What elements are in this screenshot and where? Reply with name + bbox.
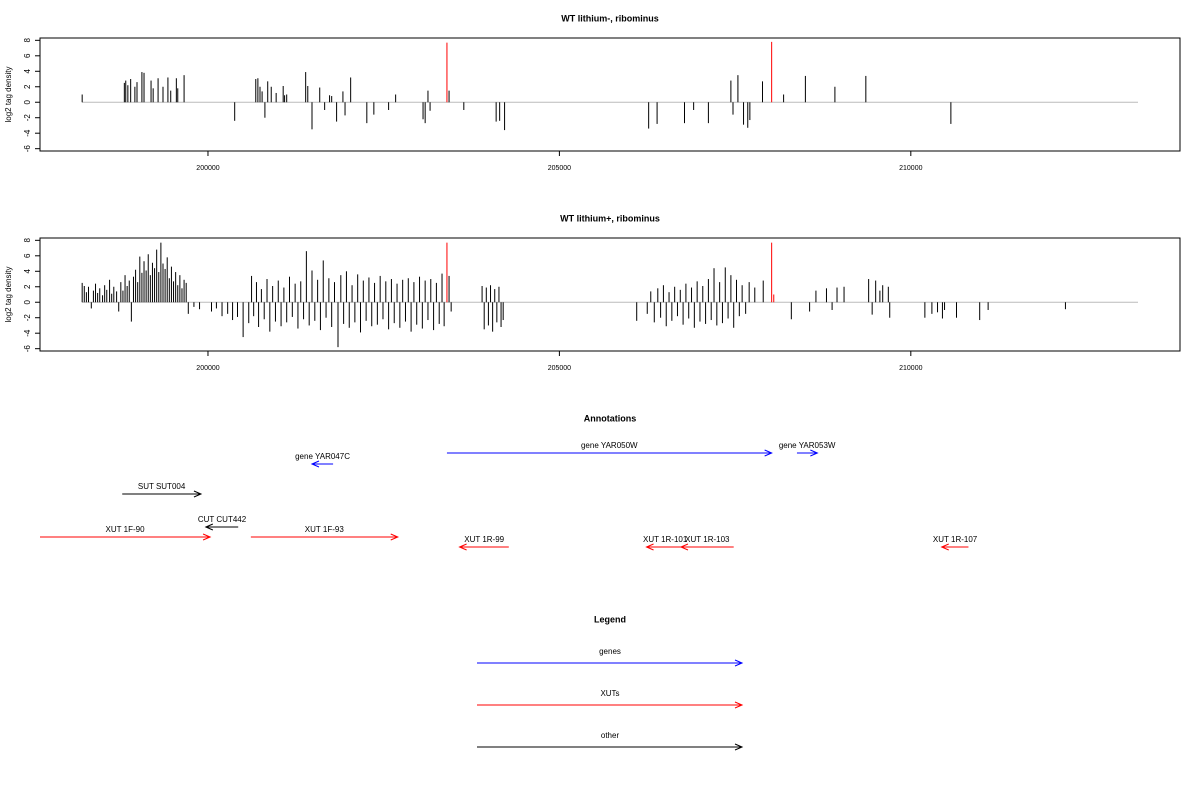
feature-label: gene YAR053W bbox=[779, 441, 836, 450]
x-tick-label: 210000 bbox=[899, 365, 922, 372]
feature-arrow-head bbox=[810, 449, 819, 457]
y-tick-label: 4 bbox=[23, 269, 32, 274]
feature-arrow-head bbox=[193, 490, 203, 498]
y-tick-label: -2 bbox=[23, 314, 32, 322]
y-tick-label: 2 bbox=[23, 284, 32, 289]
plot-frame bbox=[39, 37, 1181, 152]
feature-arrow-head bbox=[202, 533, 212, 541]
y-tick-label: 4 bbox=[23, 69, 32, 74]
legend-arrow-head bbox=[734, 743, 744, 751]
x-tick-label: 205000 bbox=[548, 165, 571, 172]
feature-label: XUT 1R-103 bbox=[685, 535, 730, 544]
legend-arrow-head bbox=[734, 659, 744, 667]
feature-label: XUT 1R-101 bbox=[643, 535, 688, 544]
panel-title: WT lithium-, ribominus bbox=[561, 13, 659, 23]
y-tick-label: -2 bbox=[23, 114, 32, 122]
x-tick-label: 200000 bbox=[196, 165, 219, 172]
legend-title: Legend bbox=[594, 614, 626, 624]
feature-label: XUT 1R-99 bbox=[464, 535, 504, 544]
plot-frame bbox=[39, 237, 1181, 352]
annotations-title: Annotations bbox=[584, 413, 637, 423]
y-tick-label: 8 bbox=[23, 38, 32, 43]
feature-arrow-head bbox=[390, 533, 400, 541]
feature-label: CUT CUT442 bbox=[198, 515, 247, 524]
x-tick-label: 200000 bbox=[196, 365, 219, 372]
x-tick-label: 205000 bbox=[548, 365, 571, 372]
y-tick-label: 6 bbox=[23, 253, 32, 258]
legend-label: XUTs bbox=[600, 689, 619, 698]
feature-label: XUT 1F-90 bbox=[106, 525, 146, 534]
feature-label: XUT 1R-107 bbox=[933, 535, 978, 544]
y-tick-label: 6 bbox=[23, 53, 32, 58]
feature-arrow-head bbox=[458, 543, 467, 551]
feature-label: SUT SUT004 bbox=[138, 482, 186, 491]
feature-arrow-head bbox=[204, 523, 214, 531]
y-axis-label: log2 tag density bbox=[4, 266, 13, 322]
panel-title: WT lithium+, ribominus bbox=[560, 213, 660, 223]
feature-arrow-head bbox=[645, 543, 654, 551]
legend-label: genes bbox=[599, 647, 621, 656]
y-tick-label: 0 bbox=[23, 299, 32, 304]
feature-label: XUT 1F-93 bbox=[305, 525, 345, 534]
y-tick-label: -4 bbox=[23, 329, 32, 337]
feature-arrow-head bbox=[940, 543, 949, 551]
legend-label: other bbox=[601, 731, 620, 740]
y-tick-label: -6 bbox=[23, 345, 32, 353]
y-tick-label: -4 bbox=[23, 129, 32, 137]
y-tick-label: 0 bbox=[23, 99, 32, 104]
legend-arrow-head bbox=[734, 701, 744, 709]
y-tick-label: 2 bbox=[23, 84, 32, 89]
y-tick-label: -6 bbox=[23, 145, 32, 153]
feature-label: gene YAR047C bbox=[295, 452, 350, 461]
feature-arrow-head bbox=[764, 449, 773, 457]
y-axis-label: log2 tag density bbox=[4, 66, 13, 122]
feature-label: gene YAR050W bbox=[581, 441, 638, 450]
x-tick-label: 210000 bbox=[899, 165, 922, 172]
feature-arrow-head bbox=[679, 543, 689, 551]
feature-arrow-head bbox=[310, 460, 320, 468]
y-tick-label: 8 bbox=[23, 238, 32, 243]
